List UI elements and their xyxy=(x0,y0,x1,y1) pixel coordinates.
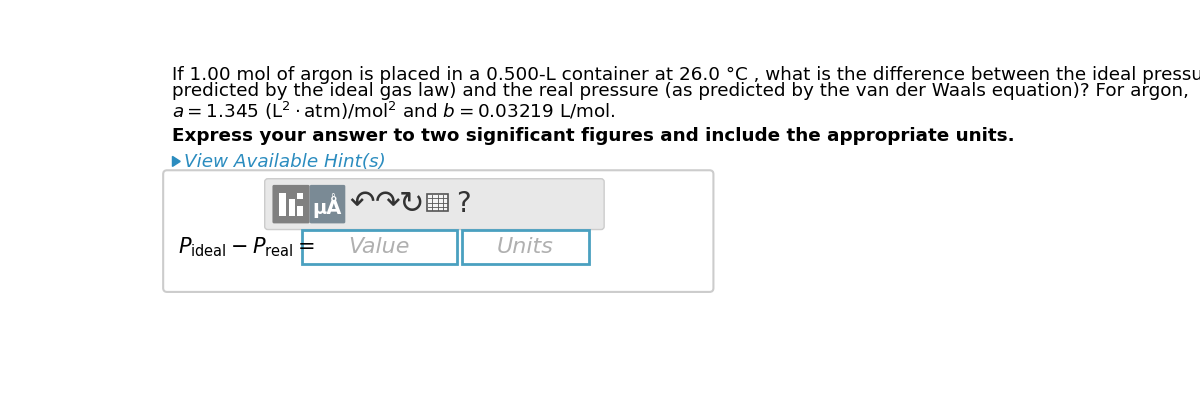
Text: μÅ: μÅ xyxy=(313,196,342,218)
Text: °: ° xyxy=(330,193,335,203)
Text: $P_{\mathrm{ideal}} - P_{\mathrm{real}} =$: $P_{\mathrm{ideal}} - P_{\mathrm{real}} … xyxy=(178,235,314,259)
Bar xyxy=(298,193,304,199)
Text: ↻: ↻ xyxy=(400,190,425,219)
Text: $a = 1.345\ (\mathrm{L}^2 \cdot \mathrm{atm})/\mathrm{mol}^2\ \mathrm{and}\ b = : $a = 1.345\ (\mathrm{L}^2 \cdot \mathrm{… xyxy=(172,99,616,122)
FancyBboxPatch shape xyxy=(265,179,604,230)
Bar xyxy=(278,193,287,216)
Text: If 1.00 mol of argon is placed in a 0.500-L container at 26.0 °C , what is the d: If 1.00 mol of argon is placed in a 0.50… xyxy=(172,66,1200,83)
Bar xyxy=(289,199,295,216)
Text: ↶: ↶ xyxy=(349,190,376,219)
Polygon shape xyxy=(173,156,180,166)
Bar xyxy=(298,207,304,216)
Bar xyxy=(427,194,448,211)
Bar xyxy=(302,230,457,264)
FancyBboxPatch shape xyxy=(310,185,346,224)
Text: Units: Units xyxy=(497,237,554,257)
Bar xyxy=(462,230,589,264)
Text: Express your answer to two significant figures and include the appropriate units: Express your answer to two significant f… xyxy=(172,127,1014,145)
Text: predicted by the ideal gas law) and the real pressure (as predicted by the van d: predicted by the ideal gas law) and the … xyxy=(172,83,1188,100)
Text: Value: Value xyxy=(349,237,410,257)
Text: ↷: ↷ xyxy=(374,190,400,219)
FancyBboxPatch shape xyxy=(272,185,310,224)
FancyBboxPatch shape xyxy=(163,170,714,292)
Text: View Available Hint(s): View Available Hint(s) xyxy=(184,153,386,171)
Text: ?: ? xyxy=(456,190,472,218)
